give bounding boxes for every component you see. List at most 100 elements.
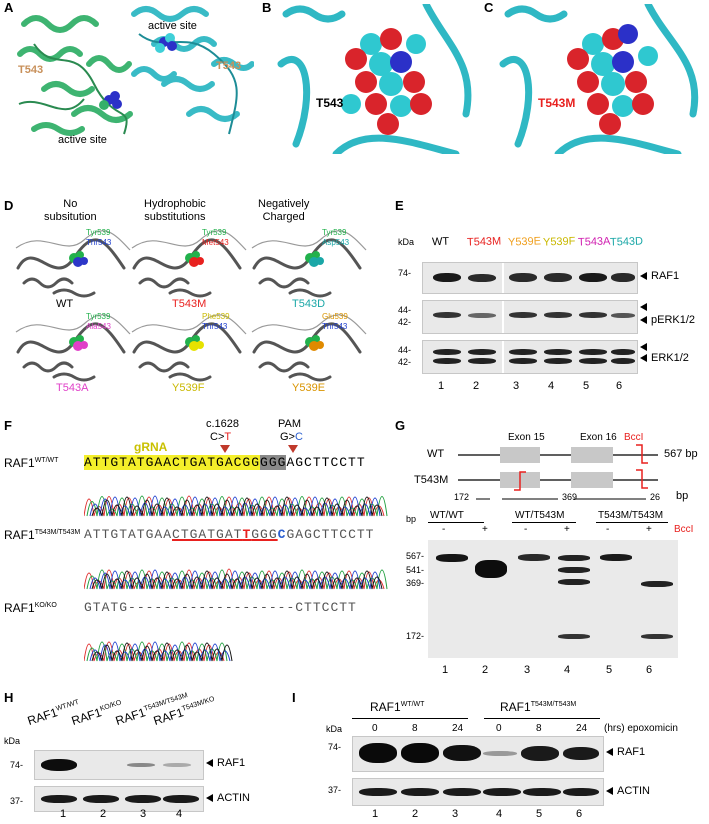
- size-369-label: 369: [562, 492, 578, 502]
- structure-name-label: WT: [56, 298, 74, 310]
- gel-marker-541: 541-: [406, 565, 425, 575]
- t543m-spheres-icon: [499, 4, 699, 154]
- gel-lane-number: 2: [482, 664, 489, 676]
- i-timepoint: 24: [576, 723, 588, 734]
- raf1-arrow-e: RAF1: [640, 270, 679, 282]
- structure-y539e: Glu539 Thr543 Y539E: [250, 312, 368, 396]
- c1628-marker-icon: [220, 445, 230, 453]
- e-lane-number: 2: [473, 380, 480, 392]
- i-timepoint: 0: [372, 723, 378, 734]
- residue-b-label: Thr543: [322, 322, 348, 331]
- bcci-map-label: BccI: [624, 432, 644, 443]
- panel-a-label: A: [4, 0, 14, 15]
- panel-a-structure-image: [14, 4, 254, 154]
- e-lane-label-3: Y539E: [507, 235, 542, 249]
- e-lane-label-6: T543D: [609, 235, 644, 249]
- kinase-ribbon-icon: [251, 314, 367, 382]
- gel-treatment-plus: +: [482, 524, 488, 535]
- restriction-map-icon: [458, 444, 658, 491]
- t543-right-label: T543: [216, 60, 242, 72]
- active-site-spheres-top: [155, 33, 177, 53]
- h-lane-genotype: WT/WT: [55, 698, 80, 713]
- gel-treatment-minus: -: [524, 524, 528, 535]
- i-lane-number: 6: [576, 808, 583, 820]
- i-timepoint: 8: [412, 723, 418, 734]
- residue-a-label: Tyr539: [322, 228, 347, 237]
- panel-d-header-2: Hydrophobic substitutions: [144, 198, 206, 223]
- perk-blot-e: [422, 300, 638, 334]
- wt-chromatogram-icon: [84, 495, 388, 517]
- structure-t543m: Tyr539 Met543 T543M: [130, 228, 248, 312]
- mut-chromatogram-icon: [84, 568, 388, 590]
- fragment-lines-icon: [476, 498, 646, 500]
- kinase-ribbon-icon: [131, 230, 247, 298]
- panel-e-marker-44b: 44-: [398, 345, 412, 355]
- residue-b-label: Thr543: [86, 238, 112, 247]
- size-567-label: 567 bp: [664, 448, 698, 460]
- gel-group-wtt543m: WT/T543M: [515, 510, 565, 521]
- panel-h-marker-74: 74-: [10, 760, 24, 770]
- gel-group-wtwt: WT/WT: [430, 510, 464, 521]
- residue-b-label: Ala543: [86, 322, 111, 331]
- perk-arrows-e: [640, 302, 651, 313]
- kinase-ribbon-icon: [15, 230, 131, 298]
- grna-label: gRNA: [134, 440, 168, 454]
- pam-marker-icon: [288, 445, 298, 453]
- structure-t543a: Tyr539 Ala543 T543A: [14, 312, 132, 396]
- raf1-blot-i: [352, 736, 604, 772]
- bp-unit-label: bp: [676, 490, 689, 502]
- e-lane-label-5: T543A: [577, 235, 611, 249]
- panel-b-label: B: [262, 0, 272, 15]
- e-lane-label-2: T543M: [466, 235, 502, 249]
- e-lane-label-4: Y539F: [542, 235, 576, 249]
- structure-t543d: Tyr539 Asp543 T543D: [250, 228, 368, 312]
- gel-lane-number: 3: [524, 664, 531, 676]
- gel-bcci-label: BccI: [674, 524, 694, 535]
- panel-b-structure-image: [276, 4, 476, 154]
- gel-lane-number: 6: [646, 664, 653, 676]
- kinase-ribbon-icon: [15, 314, 131, 382]
- gel-treatment-minus: -: [606, 524, 610, 535]
- h-lane-number: 3: [140, 808, 147, 820]
- panel-c-residue-label: T543M: [538, 96, 576, 110]
- raf1-blot-h: [34, 750, 204, 780]
- actin-blot-h: [34, 786, 204, 812]
- kinase-ribbon-icon: [131, 314, 247, 382]
- gel-lane-number: 1: [442, 664, 449, 676]
- raf1-blot-e: [422, 262, 638, 294]
- panel-e-marker-42a: 42-: [398, 317, 412, 327]
- panel-i-group2: RAF1T543M/T543M: [500, 700, 577, 714]
- structure-name-label: Y539E: [292, 382, 326, 394]
- e-lane-label-1: WT: [431, 235, 450, 249]
- g-wt-label: WT: [427, 448, 445, 460]
- g-bp-top-label: bp: [406, 514, 417, 524]
- actin-blot-i: [352, 778, 604, 806]
- panel-c-label: C: [484, 0, 494, 15]
- ko-genotype-label: RAF1KO/KO: [4, 601, 57, 615]
- gel-treatment-plus: +: [564, 524, 570, 535]
- gel-marker-567: 567-: [406, 551, 425, 561]
- panel-h-kda: kDa: [4, 736, 21, 746]
- structure-name-label: T543D: [292, 298, 326, 310]
- gel-treatment-plus: +: [646, 524, 652, 535]
- size-172-label: 172: [454, 492, 470, 502]
- e-lane-number: 3: [513, 380, 520, 392]
- gel-lane-number: 4: [564, 664, 571, 676]
- ko-chromatogram-icon: [84, 641, 233, 662]
- panel-d-label: D: [4, 198, 14, 213]
- gel-group-t543mt543m: T543M/T543M: [598, 510, 664, 521]
- g-to-c-label: G>C: [280, 431, 303, 443]
- h-lane-number: 4: [176, 808, 183, 820]
- ko-sequence: GTATG-------------------CTTCCTT: [84, 600, 357, 615]
- protein-dimer-ribbon-icon: [17, 6, 254, 136]
- i-lane-number: 1: [372, 808, 379, 820]
- h-lane-name: RAF1: [25, 705, 60, 728]
- c1628-label: c.1628: [206, 418, 240, 430]
- i-lane-number: 5: [536, 808, 543, 820]
- panel-i-label: I: [292, 690, 296, 705]
- panel-e-marker-44a: 44-: [398, 305, 412, 315]
- i-timepoint: 24: [452, 723, 464, 734]
- erk-arrow-e: [640, 341, 651, 353]
- erk-label-e: ERK1/2: [640, 352, 689, 364]
- panel-d-header-3: Negatively Charged: [258, 198, 310, 223]
